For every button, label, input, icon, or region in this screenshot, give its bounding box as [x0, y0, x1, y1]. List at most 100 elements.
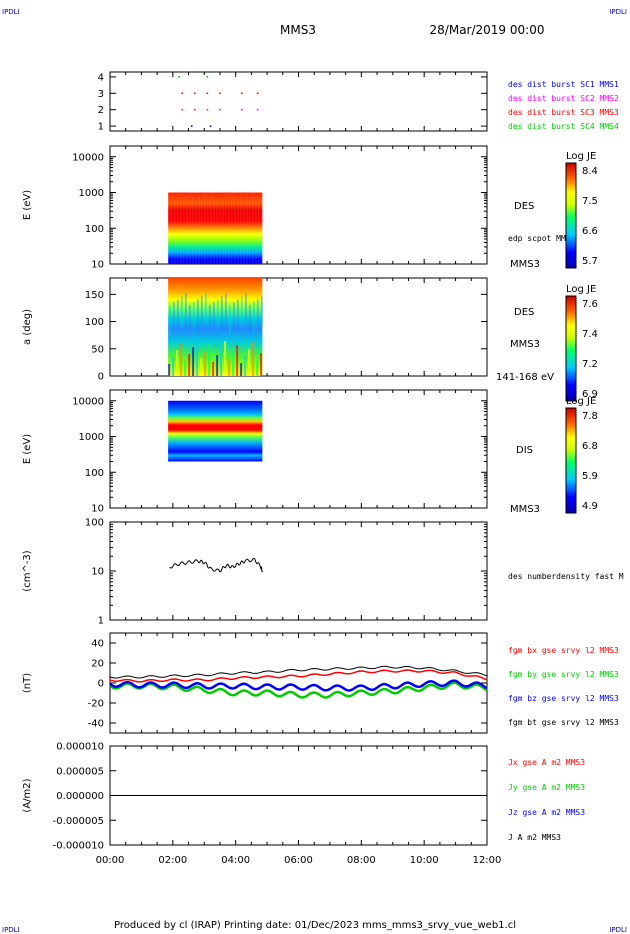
pitch-angle-streak — [237, 299, 239, 330]
series-line — [169, 557, 263, 573]
burst-point — [190, 125, 193, 127]
pitch-angle-streak — [241, 296, 243, 327]
pitch-angle-streak — [177, 299, 179, 330]
spectrogram-stripe — [210, 192, 212, 264]
pitch-angle-streak — [253, 302, 255, 333]
pitch-angle-streak — [216, 355, 219, 376]
pitch-angle-streak — [244, 356, 247, 376]
series-line — [109, 669, 488, 683]
colorbar-title: Log JE — [566, 151, 596, 162]
burst-point — [219, 92, 221, 95]
pitch-angle-streak — [252, 342, 255, 376]
y-tick-label: -20 — [88, 699, 104, 710]
burst-point — [206, 92, 209, 95]
burst-point — [181, 108, 184, 111]
spectrogram-stripe — [171, 195, 173, 264]
pitch-angle-streak — [240, 363, 243, 376]
pitch-angle-streak — [257, 299, 259, 330]
colorbar-tick-label: 8.4 — [582, 166, 598, 177]
panel-side-label: MMS3 — [510, 259, 540, 270]
pitch-angle-streak — [229, 305, 231, 336]
x-tick-label: 08:00 — [347, 855, 376, 866]
spectrogram-stripe — [222, 197, 224, 264]
legend-entry: fgm bz gse srvy l2 MMS3 — [508, 694, 619, 703]
panel-frame — [109, 632, 488, 734]
spectrogram-stripe — [177, 194, 179, 264]
y-axis-label: (cm^-3) — [22, 550, 33, 591]
y-tick-label: 3 — [98, 89, 104, 100]
y-tick-label: 150 — [85, 290, 104, 301]
y-tick-label: 10 — [91, 567, 104, 578]
burst-point — [241, 92, 243, 95]
panel-frame — [109, 389, 488, 509]
spectrogram-stripe — [240, 194, 242, 264]
y-tick-label: -40 — [88, 719, 104, 730]
legend-entry: des dist burst SC2 MMS2 — [508, 94, 619, 103]
y-tick-label: 10 — [91, 260, 104, 271]
spectrogram-stripe — [189, 192, 191, 264]
series-line — [109, 665, 488, 679]
spectrogram-stripe — [216, 198, 218, 264]
y-tick-label: 0 — [98, 679, 104, 690]
y-tick-label: 0.000000 — [56, 791, 104, 802]
spectrogram-stripe — [192, 195, 194, 264]
burst-point — [206, 108, 209, 111]
pitch-angle-streak — [225, 293, 227, 324]
panel-side-label: MMS3 — [510, 339, 540, 350]
panel-7: -0.000010 -0.000005 0.000000 0.000005 0.0000… — [22, 742, 585, 867]
x-tick-label: 10:00 — [410, 855, 439, 866]
spectrogram-stripe — [237, 198, 239, 264]
y-tick-label: 0.000010 — [56, 742, 104, 753]
y-axis-label: a (deg) — [22, 309, 33, 345]
panel-5: 1 10 100 (cm^-3) des numberdensity fast M — [22, 518, 624, 627]
panel-frame — [109, 521, 488, 621]
spectrogram-stripe — [243, 197, 245, 264]
spectrogram-stripe — [168, 192, 170, 264]
spectrogram-stripe — [198, 194, 200, 264]
y-tick-label: 10000 — [72, 396, 104, 407]
pitch-angle-streak — [245, 293, 247, 324]
spectrogram-stripe — [204, 193, 206, 264]
spectrogram-stripe — [219, 194, 221, 264]
pitch-angle-streak — [188, 354, 191, 376]
pitch-angle-streak — [256, 360, 259, 376]
panel-frame — [109, 71, 488, 132]
pitch-angle-streak — [205, 293, 207, 324]
pitch-angle-streak — [168, 364, 171, 376]
colorbar-title: Log JE — [566, 284, 596, 295]
spectrogram-stripe — [261, 194, 263, 264]
y-tick-label: 10000 — [72, 152, 104, 163]
pitch-angle-streak — [232, 352, 235, 376]
spectrogram-stripe — [249, 196, 251, 264]
burst-point — [219, 108, 221, 111]
y-axis-label: (nT) — [22, 673, 33, 693]
y-axis-label: E (eV) — [22, 434, 33, 464]
spectrogram-stripe — [234, 195, 236, 264]
colorbar-tick-label: 4.9 — [582, 501, 598, 512]
pitch-angle-streak — [248, 349, 251, 376]
colorbar-title: Log JE — [566, 396, 596, 407]
pitch-angle-streak — [233, 302, 235, 333]
pitch-angle-streak — [228, 359, 231, 376]
pitch-angle-streak — [249, 305, 251, 336]
panel-1: 1 2 3 4 des dist burst SC1 MMS1 des dist burs… — [98, 71, 619, 133]
panel-side-label: DES — [514, 307, 534, 318]
spectrogram-stripe — [231, 192, 233, 264]
pitch-angle-streak — [200, 358, 203, 376]
spectrogram-stripe — [225, 193, 227, 264]
panel-2: 10 100 1000 10000 E (eV) DES edp scpot MMS3 MMS… — [22, 145, 598, 271]
spectrogram-stripe — [186, 196, 188, 264]
legend-entry: des numberdensity fast M — [508, 572, 624, 581]
pitch-angle-streak — [213, 302, 215, 333]
pitch-angle-streak — [201, 296, 203, 327]
pitch-angle-block — [168, 278, 263, 376]
colorbar-tick-label: 5.9 — [582, 471, 598, 482]
legend-entry: fgm by gse srvy l2 MMS3 — [508, 670, 619, 679]
pitch-angle-streak — [236, 345, 239, 376]
y-tick-label: 100 — [85, 468, 104, 479]
pitch-angle-streak — [212, 362, 215, 376]
colorbar-tick-label: 7.6 — [582, 299, 598, 310]
y-tick-label: 0.000005 — [56, 766, 104, 777]
panels: 1 2 3 4 des dist burst SC1 MMS1 des dist burs… — [22, 71, 624, 867]
y-tick-label: 100 — [85, 317, 104, 328]
